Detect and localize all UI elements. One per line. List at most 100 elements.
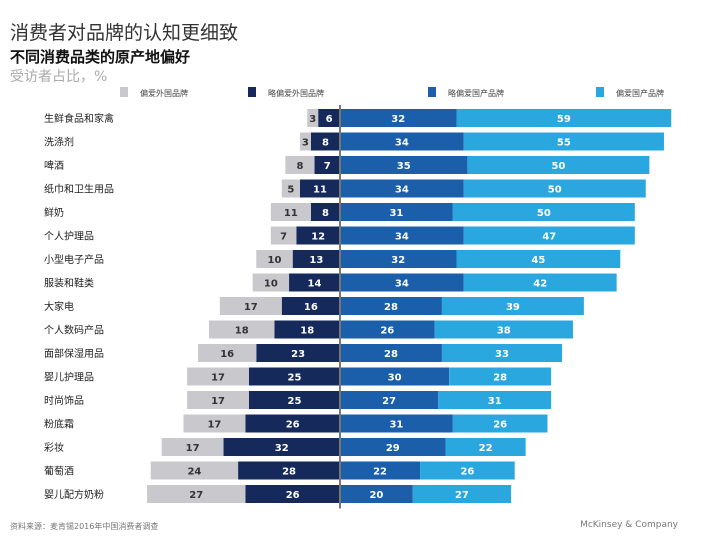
bar-segment (252, 273, 290, 292)
bar-segment (310, 203, 340, 221)
data-label: 31 (389, 208, 403, 219)
bar-segment (285, 156, 315, 174)
bar-segment (292, 250, 340, 268)
bar-segment (270, 203, 311, 221)
data-label: 35 (397, 161, 411, 172)
bar-segment (340, 485, 413, 503)
data-label: 7 (280, 232, 287, 243)
data-label: 12 (311, 232, 325, 243)
data-label: 10 (264, 279, 278, 290)
data-label: 50 (548, 185, 562, 196)
bar-segment (340, 438, 446, 456)
data-label: 26 (286, 420, 300, 431)
bar-segment (249, 391, 340, 409)
bar-segment (223, 438, 340, 456)
category-label: 面部保湿用品 (44, 347, 104, 360)
data-label: 28 (384, 302, 398, 313)
bar-segment (441, 297, 584, 315)
category-label: 洗涤剂 (44, 136, 74, 149)
bar-segment (299, 179, 340, 198)
data-label: 28 (384, 349, 398, 360)
category-label: 个人数码产品 (44, 324, 104, 337)
data-label: 11 (284, 208, 298, 219)
legend-label: 偏爱外国品牌 (140, 88, 188, 98)
bar-segment (219, 297, 282, 315)
data-label: 33 (495, 349, 509, 360)
bar-segment (299, 132, 311, 151)
bar-segment (452, 203, 635, 221)
data-label: 45 (531, 255, 545, 266)
bar-segment (147, 485, 246, 503)
data-label: 17 (244, 302, 258, 313)
data-label: 25 (288, 396, 302, 407)
bar-segment (441, 344, 563, 362)
bar-segment (245, 414, 340, 433)
category-label: 小型电子产品 (44, 253, 104, 266)
data-label: 42 (533, 279, 547, 290)
data-label: 8 (322, 208, 329, 219)
data-label: 47 (542, 232, 556, 243)
data-label: 17 (211, 396, 225, 407)
brand-label: McKinsey & Company (580, 520, 678, 530)
bar-segment (340, 273, 464, 292)
bar-segment (463, 179, 646, 198)
bar-segment (183, 414, 246, 433)
bar-segment (340, 344, 442, 362)
data-label: 27 (382, 396, 396, 407)
category-label: 婴儿配方奶粉 (44, 488, 104, 501)
data-label: 32 (391, 114, 405, 125)
data-label: 25 (288, 373, 302, 384)
category-label: 个人护理品 (44, 230, 94, 243)
bar-segment (187, 367, 249, 386)
data-label: 29 (386, 443, 400, 454)
data-label: 16 (304, 302, 318, 313)
legend-swatch (120, 87, 128, 97)
data-label: 50 (551, 161, 565, 172)
bar-segment (340, 391, 439, 409)
category-label: 粉底霜 (44, 418, 74, 431)
bar-segment (289, 273, 340, 292)
category-label: 啤酒 (44, 160, 64, 172)
data-label: 32 (275, 443, 289, 454)
bar-segment (314, 156, 340, 174)
category-label: 生鲜食品和家禽 (44, 112, 114, 125)
data-label: 34 (395, 185, 409, 196)
bar-segment (463, 273, 617, 292)
data-label: 7 (324, 161, 331, 172)
data-label: 23 (291, 349, 305, 360)
data-label: 18 (235, 326, 249, 337)
data-label: 34 (395, 232, 409, 243)
bar-segment (340, 179, 464, 198)
bar-segment (340, 226, 464, 245)
category-label: 婴儿护理品 (44, 371, 94, 384)
data-label: 34 (395, 138, 409, 149)
bar-segment (340, 414, 453, 433)
bar-segment (281, 297, 340, 315)
data-label: 6 (326, 114, 333, 125)
data-label: 5 (287, 185, 294, 196)
data-label: 10 (268, 255, 282, 266)
bar-segment (296, 226, 340, 245)
bar-segment (310, 132, 340, 151)
data-label: 24 (187, 467, 201, 478)
data-label: 34 (395, 279, 409, 290)
bar-segment (198, 344, 257, 362)
chart-subtitle: 不同消费品类的原产地偏好 (10, 48, 191, 66)
category-label: 大家电 (44, 300, 74, 313)
data-label: 26 (493, 420, 507, 431)
bar-segment (463, 226, 635, 245)
data-label: 27 (189, 490, 203, 501)
bar-segment (340, 461, 421, 480)
category-label: 纸巾和卫生用品 (44, 183, 114, 196)
data-label: 8 (322, 138, 329, 149)
bar-segment (340, 156, 468, 174)
category-label: 鲜奶 (44, 206, 64, 219)
bar-segment (456, 250, 621, 268)
data-label: 22 (373, 467, 387, 478)
data-label: 22 (479, 443, 493, 454)
data-label: 20 (369, 490, 383, 501)
data-label: 13 (309, 255, 323, 266)
category-label: 服装和鞋类 (44, 277, 94, 290)
data-label: 28 (493, 373, 507, 384)
